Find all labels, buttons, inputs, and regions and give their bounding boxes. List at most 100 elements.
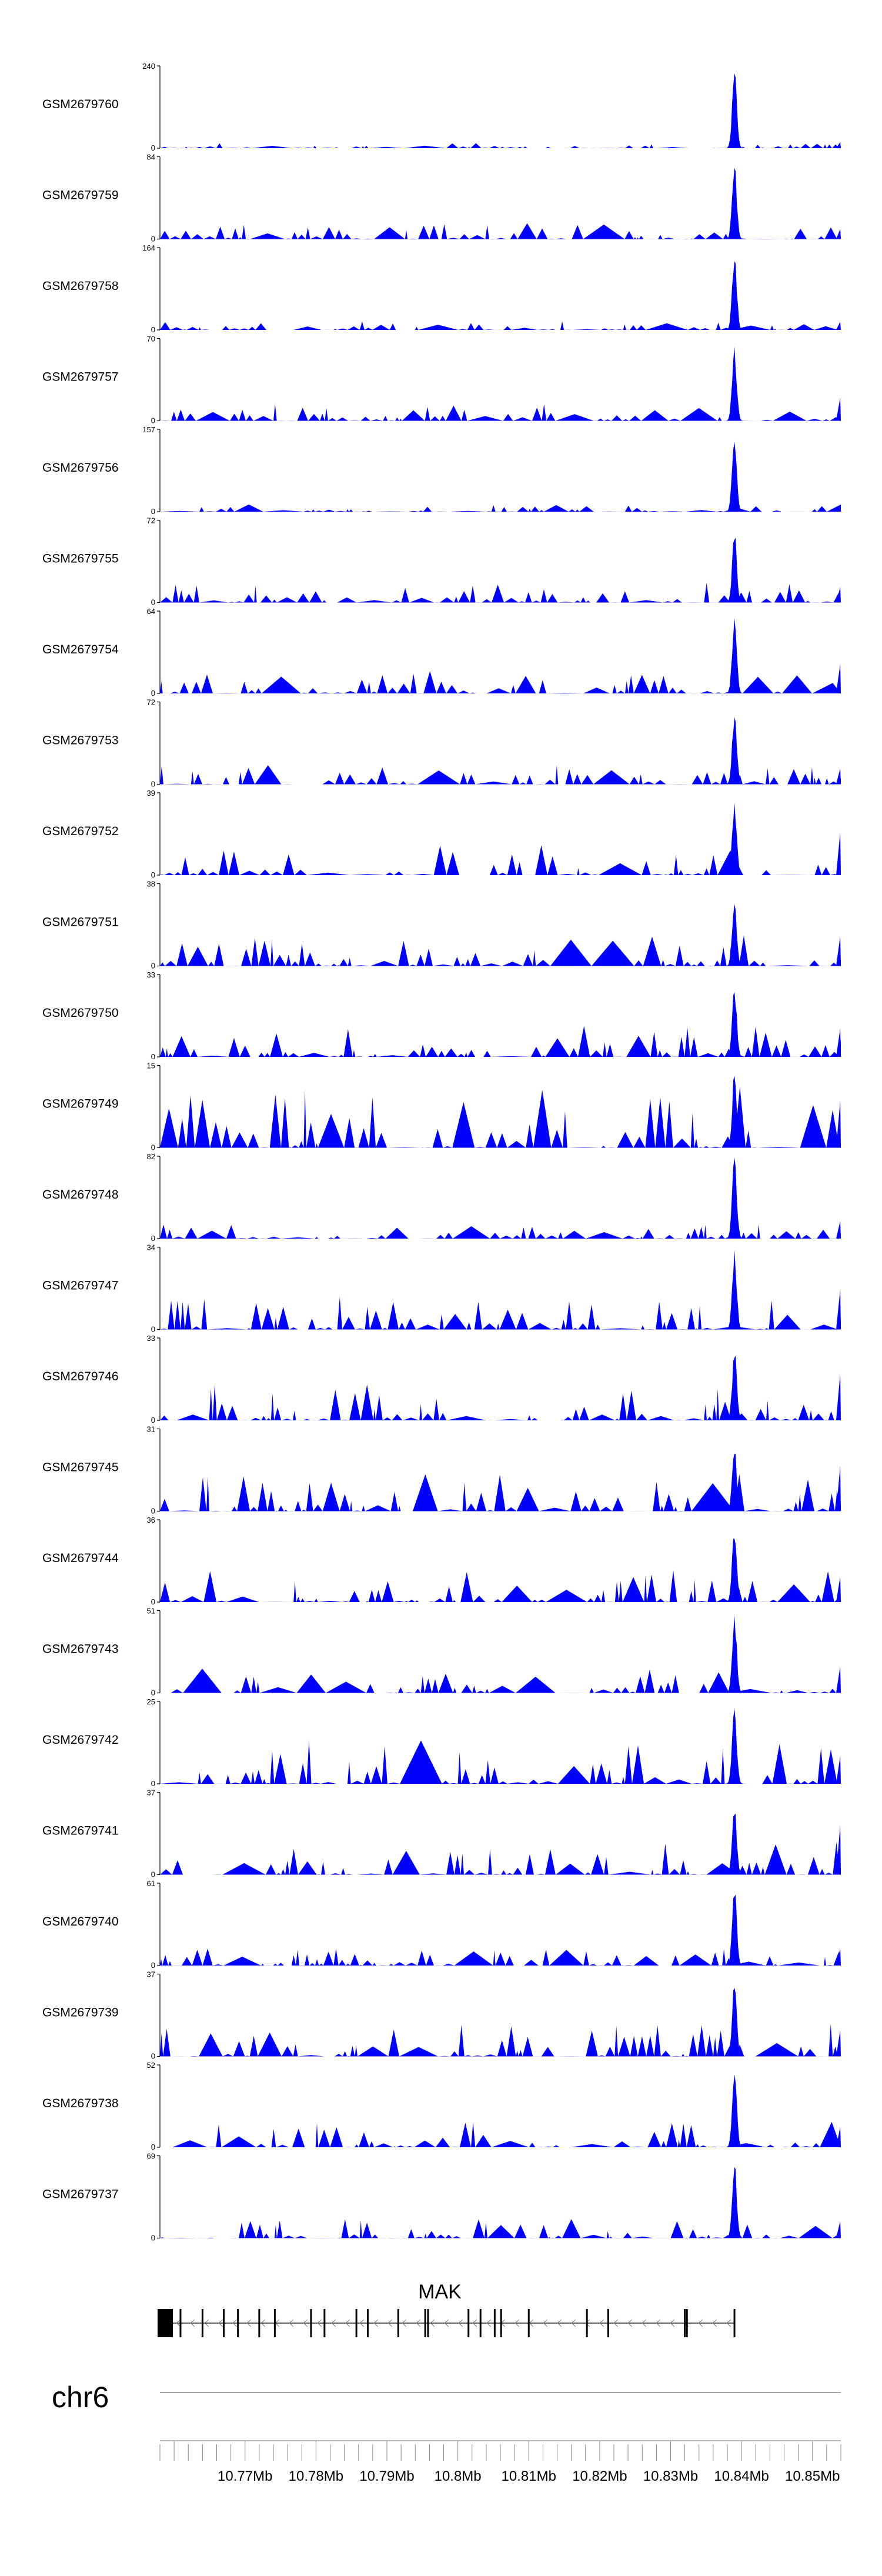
track-GSM2679755: GSM2679755 72 0 (42, 516, 841, 607)
edge-spike (836, 663, 841, 693)
x-tick-label: 10.84Mb (714, 2468, 769, 2484)
gene-exon (201, 2309, 203, 2337)
track-label: GSM2679741 (42, 1824, 119, 1838)
strand-arrow (458, 2319, 463, 2327)
track-GSM2679759: GSM2679759 84 0 (42, 153, 841, 243)
y-tick-label: 0 (151, 1143, 155, 1152)
edge-spike (836, 2127, 841, 2147)
gene-exon (223, 2309, 225, 2337)
peak-area (723, 1157, 747, 1239)
strand-arrow (190, 2319, 195, 2327)
x-tick-label: 10.82Mb (572, 2468, 627, 2484)
edge-spike (836, 1824, 841, 1875)
y-tick-label: 31 (147, 1425, 155, 1434)
edge-spike (836, 1666, 841, 1693)
track-GSM2679744: GSM2679744 36 0 (42, 1516, 841, 1606)
gene-exon (323, 2309, 326, 2337)
y-tick-label: 70 (147, 335, 155, 343)
peak-area (723, 2074, 747, 2147)
track-GSM2679748: GSM2679748 82 0 (42, 1152, 841, 1243)
strand-arrow (670, 2319, 675, 2327)
track-GSM2679737: GSM2679737 69 0 (42, 2152, 841, 2243)
edge-spike (836, 1373, 841, 1420)
x-tick-label: 10.77Mb (218, 2468, 272, 2484)
strand-arrow (472, 2319, 477, 2327)
y-tick-label: 36 (147, 1516, 155, 1524)
genome-axis: 10.77Mb 10.78Mb 10.79Mb 10.8Mb 10.81Mb 10.82M… (159, 2440, 841, 2484)
track-GSM2679751: GSM2679751 38 0 (42, 880, 841, 970)
edge-spike (836, 832, 841, 875)
track-GSM2679741: GSM2679741 37 0 (42, 1788, 841, 1879)
y-tick-label: 0 (151, 1052, 155, 1061)
track-label: GSM2679752 (42, 825, 119, 838)
x-tick-label: 10.81Mb (502, 2468, 556, 2484)
peak-area (723, 1813, 747, 1875)
y-tick-label: 51 (147, 1607, 155, 1616)
gene-exon (479, 2309, 482, 2337)
y-tick-label: 72 (147, 516, 155, 525)
y-tick-label: 0 (151, 416, 155, 425)
strand-arrow (585, 2319, 590, 2327)
signal-area (160, 1086, 841, 1148)
peak-area (723, 168, 747, 239)
track-GSM2679745: GSM2679745 31 0 (42, 1425, 841, 1516)
track-GSM2679750: GSM2679750 33 0 (42, 970, 841, 1061)
track-label: GSM2679737 (42, 2188, 119, 2201)
track-GSM2679752: GSM2679752 39 0 (42, 789, 841, 879)
strand-arrow (514, 2319, 520, 2327)
gene-exon (273, 2309, 276, 2337)
edge-spike (836, 142, 841, 148)
track-GSM2679758: GSM2679758 164 0 (42, 243, 841, 334)
signal-area (160, 321, 841, 330)
strand-arrow (486, 2319, 492, 2327)
peak-area (723, 1987, 747, 2057)
peak-area (723, 2167, 747, 2238)
strand-arrow (204, 2319, 209, 2327)
track-GSM2679742: GSM2679742 25 0 (42, 1697, 841, 1788)
track-label: GSM2679754 (42, 643, 119, 656)
strand-arrow (232, 2319, 238, 2327)
strand-arrow (712, 2319, 717, 2327)
y-tick-label: 0 (151, 2052, 155, 2061)
strand-arrow (613, 2319, 619, 2327)
strand-arrow (246, 2319, 252, 2327)
gene-exon (500, 2309, 502, 2337)
signal-area (160, 1948, 841, 1966)
peak-area (723, 1539, 747, 1602)
peak-area (723, 904, 747, 966)
peak-area (723, 442, 747, 512)
track-GSM2679754: GSM2679754 64 0 (42, 607, 841, 698)
signal-area (160, 583, 841, 603)
y-tick-label: 240 (142, 62, 155, 71)
gene-exon (179, 2309, 182, 2337)
signal-area (160, 1842, 841, 1875)
y-tick-label: 0 (151, 1689, 155, 1697)
y-tick-label: 0 (151, 780, 155, 789)
strand-arrow (416, 2319, 421, 2327)
y-tick-label: 37 (147, 1970, 155, 1979)
peak-area (723, 618, 747, 693)
gene-exon (424, 2309, 426, 2337)
track-label: GSM2679758 (42, 279, 119, 293)
gene-exon (237, 2309, 239, 2337)
track-label: GSM2679748 (42, 1188, 119, 1202)
gene-model-track: MAK (158, 2281, 736, 2337)
y-tick-label: 69 (147, 2152, 155, 2161)
strand-arrow (387, 2319, 393, 2327)
y-tick-label: 64 (147, 607, 155, 616)
edge-spike (836, 504, 841, 512)
signal-area (160, 1224, 841, 1239)
track-label: GSM2679749 (42, 1097, 119, 1111)
signal-area (160, 2024, 841, 2057)
track-GSM2679740: GSM2679740 61 0 (42, 1879, 841, 1970)
strand-arrow (373, 2319, 379, 2327)
y-tick-label: 33 (147, 970, 155, 979)
edge-spike (836, 1576, 841, 1602)
gene-exon (366, 2309, 369, 2337)
gene-exon (258, 2309, 260, 2337)
track-GSM2679739: GSM2679739 37 0 (42, 1970, 841, 2061)
y-tick-label: 72 (147, 698, 155, 707)
edge-spike (836, 1221, 841, 1239)
chromosome-label: chr6 (52, 2381, 109, 2414)
peak-area (723, 73, 747, 148)
